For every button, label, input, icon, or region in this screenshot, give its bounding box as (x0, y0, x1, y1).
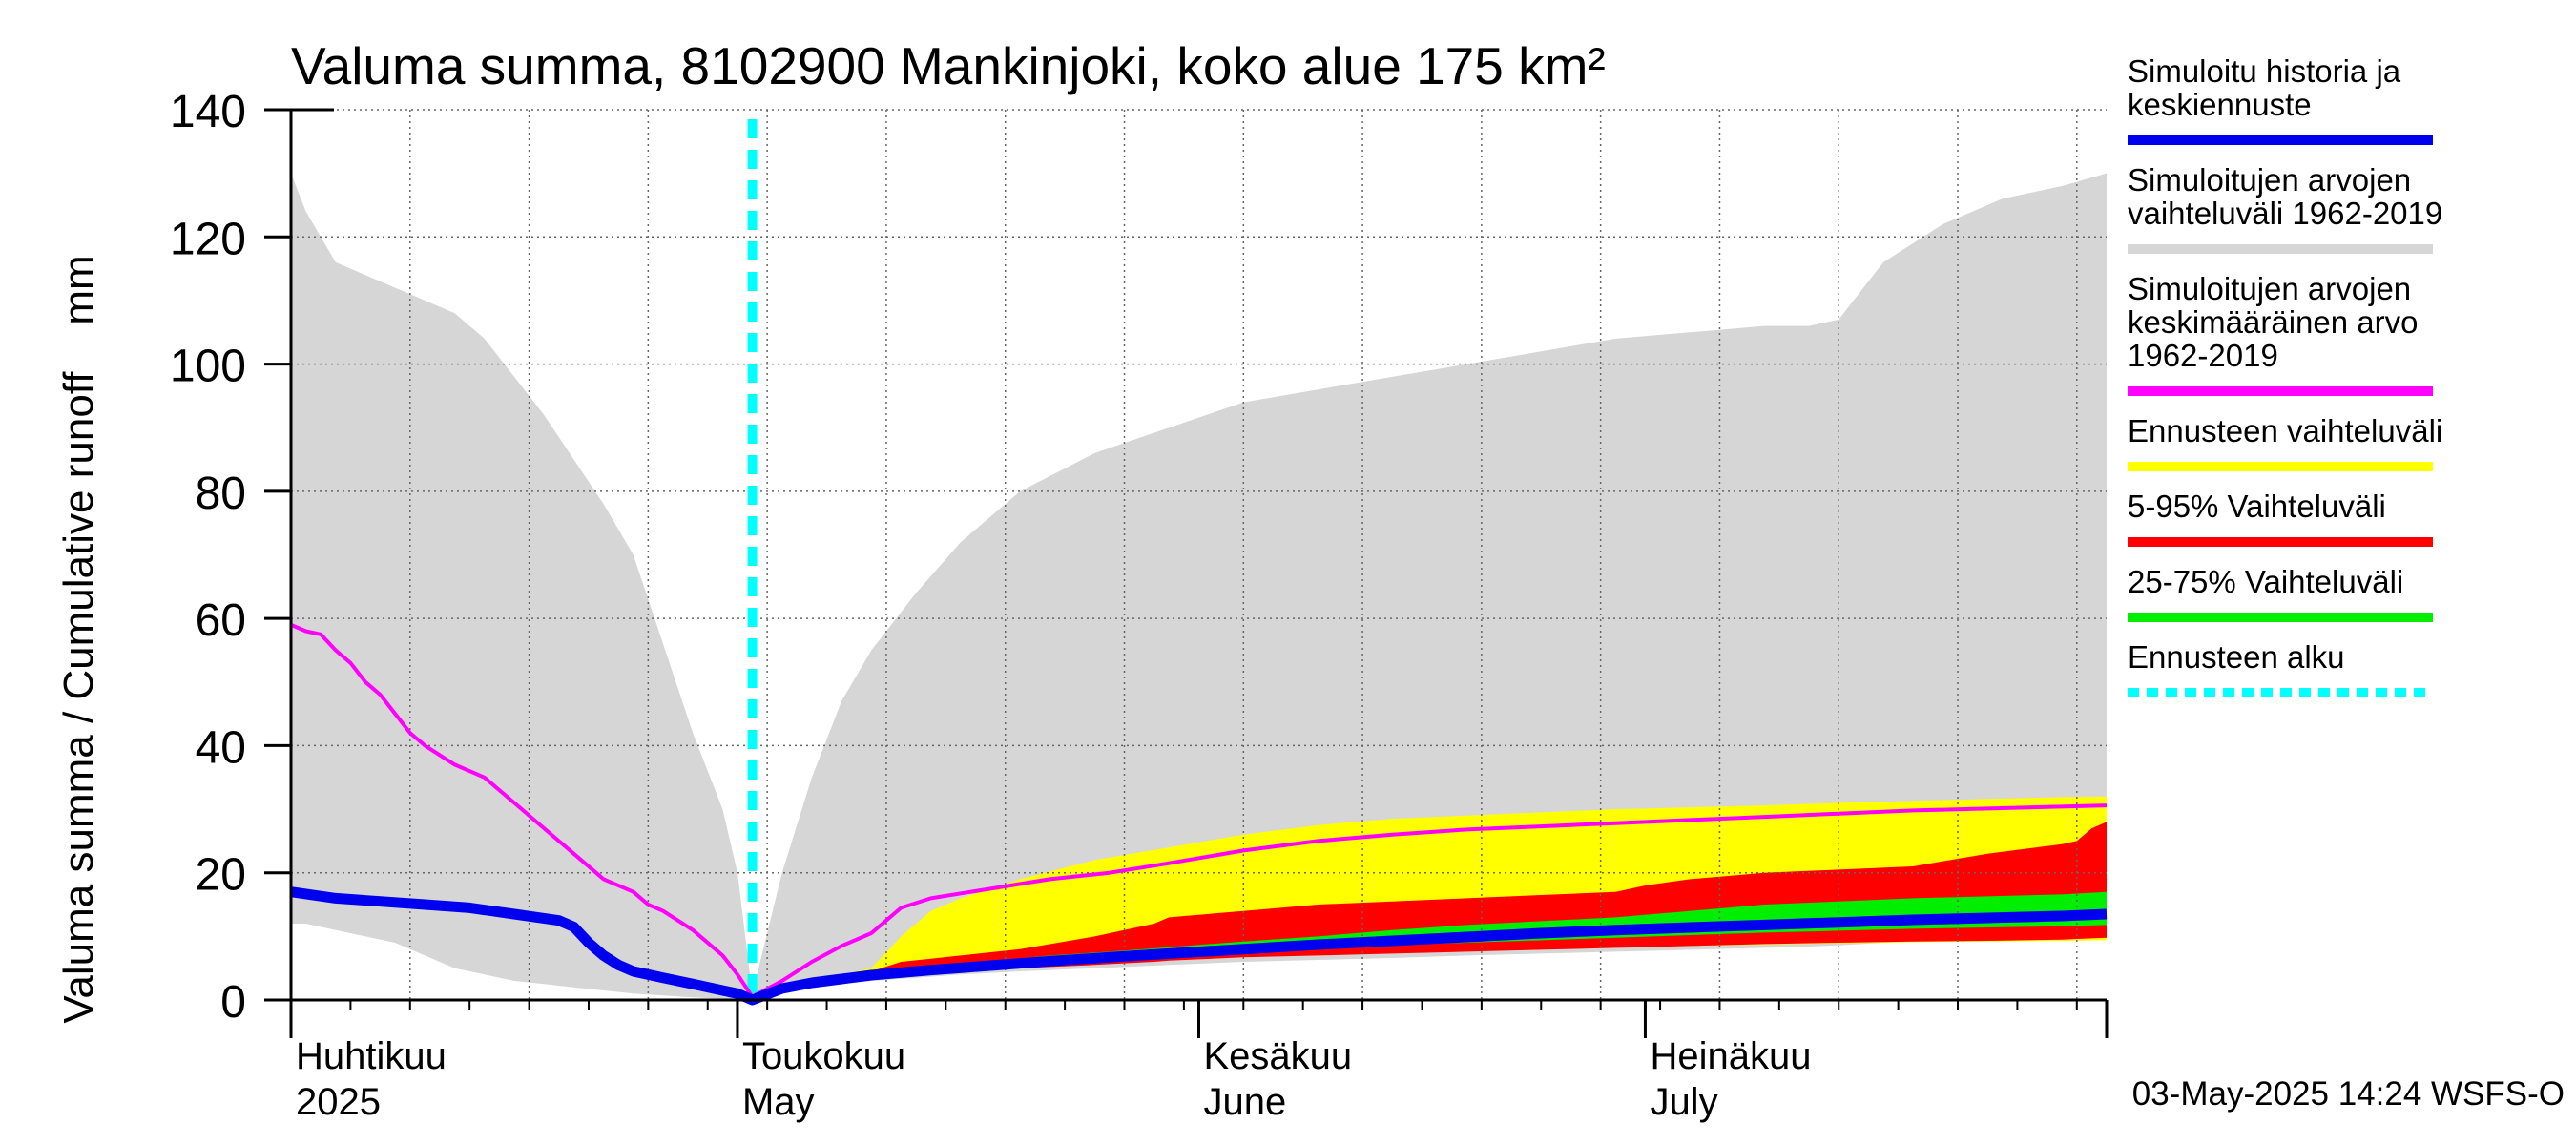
month-label-sub: June (1204, 1081, 1287, 1123)
month-label: Toukokuu (742, 1035, 905, 1077)
legend-label-2: Simuloitujen arvojen (2128, 271, 2411, 306)
y-tick-label: 80 (196, 468, 246, 519)
month-label-sub: July (1650, 1081, 1717, 1123)
legend-label-6: Ennusteen alku (2128, 639, 2345, 675)
legend-label-1: Simuloitujen arvojen (2128, 162, 2411, 198)
y-tick-label: 100 (170, 342, 246, 392)
series-line-1 (290, 886, 2108, 1006)
month-label-sub: 2025 (296, 1081, 381, 1123)
y-tick-label: 40 (196, 722, 246, 773)
band-0 (291, 173, 2107, 1001)
y-tick-label: 120 (170, 214, 246, 264)
legend-label-2: keskimääräinen arvo (2128, 304, 2418, 340)
legend-label-5: 25-75% Vaihteluväli (2128, 564, 2403, 599)
month-label-sub: May (742, 1081, 815, 1123)
chart-lines (290, 119, 2108, 1006)
chart-axes (264, 108, 2109, 1038)
chart-title: Valuma summa, 8102900 Mankinjoki, koko a… (291, 36, 1606, 95)
footer-timestamp: 03-May-2025 14:24 WSFS-O (2132, 1075, 2565, 1113)
legend-label-0: Simuloitu historia ja (2128, 53, 2401, 89)
legend-label-1: vaihteluväli 1962-2019 (2128, 196, 2442, 231)
y-tick-labels: 0 20 40 60 80 100 120 140 (170, 87, 246, 1028)
month-label: Heinäkuu (1650, 1035, 1811, 1077)
legend-label-2: 1962-2019 (2128, 338, 2278, 373)
y-tick-label: 140 (170, 87, 246, 137)
y-axis-label: Valuma summa / Cumulative runoff mm (55, 255, 102, 1023)
month-label: Kesäkuu (1204, 1035, 1353, 1077)
y-tick-label: 60 (196, 595, 246, 646)
legend-label-3: Ennusteen vaihteluväli (2128, 413, 2442, 448)
band-3 (752, 891, 2107, 1000)
month-label: Huhtikuu (296, 1035, 447, 1077)
y-tick-label: 0 (220, 977, 246, 1028)
chart-grid (290, 109, 2107, 1000)
y-tick-label: 20 (196, 850, 246, 901)
legend-label-4: 5-95% Vaihteluväli (2128, 489, 2386, 524)
legend-label-0: keskiennuste (2128, 87, 2312, 122)
